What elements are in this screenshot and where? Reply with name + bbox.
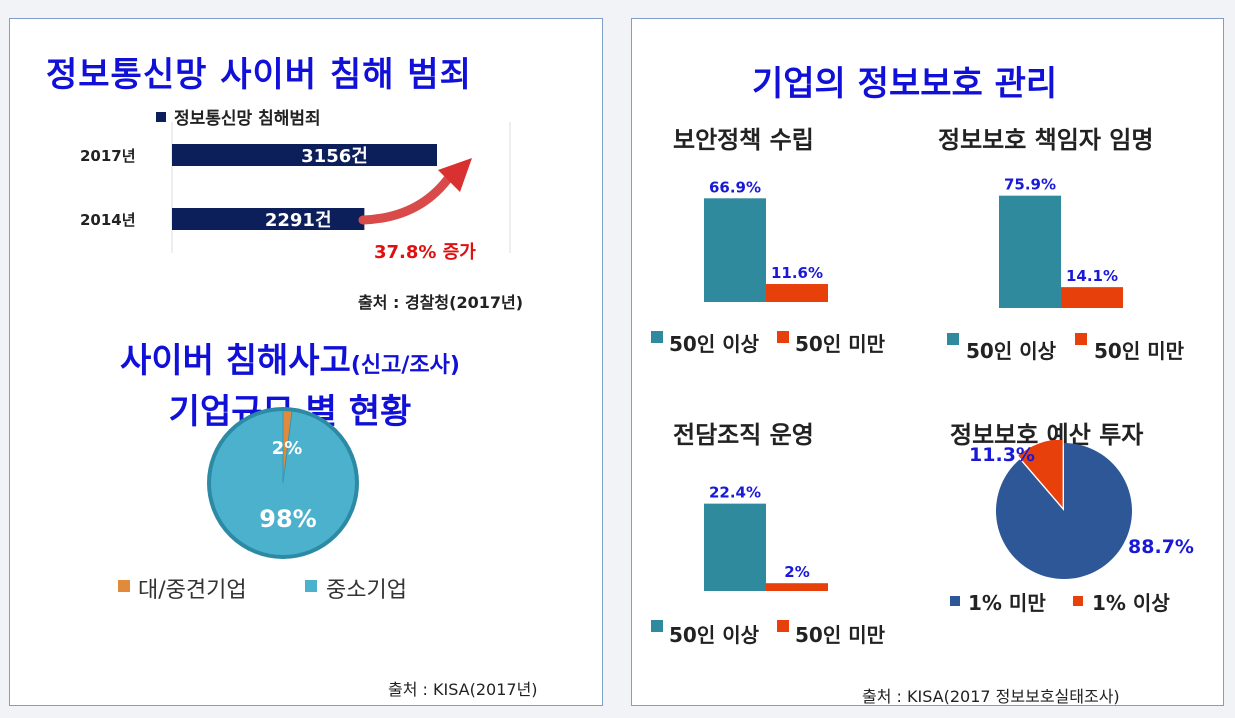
incident-pie-label-large: 98% bbox=[259, 505, 316, 533]
incident-pie-label-small: 2% bbox=[272, 438, 303, 459]
legend-label-small: 중소기업 bbox=[326, 578, 407, 603]
crime-source: 출처 : 경찰청(2017년) bbox=[358, 293, 524, 312]
officer-legend-swatch-large bbox=[947, 333, 959, 345]
crime-category-label: 2014년 bbox=[80, 211, 136, 229]
officer-legend-small: 50인 미만 bbox=[1094, 339, 1184, 363]
budget-legend-under: 1% 미만 bbox=[968, 591, 1046, 615]
budget-legend-over: 1% 이상 bbox=[1092, 591, 1170, 615]
budget-pie-label-under: 88.7% bbox=[1128, 536, 1194, 558]
team-legend-swatch-large bbox=[651, 620, 663, 632]
policy-legend-swatch-large bbox=[651, 331, 663, 343]
right-source: 출처 : KISA(2017 정보보호실태조사) bbox=[862, 687, 1120, 706]
crime-legend-swatch bbox=[156, 112, 166, 122]
bar-value-label: 66.9% bbox=[709, 178, 761, 196]
bar bbox=[766, 583, 828, 591]
bar bbox=[704, 503, 766, 591]
bar bbox=[999, 195, 1061, 308]
increase-arrow-shaft bbox=[358, 171, 455, 225]
crime-bar-label: 2291건 bbox=[265, 210, 332, 231]
budget-pie-slice-over bbox=[1018, 440, 1063, 508]
legend-swatch-large bbox=[118, 580, 130, 592]
legend-label-large: 대/중견기업 bbox=[138, 578, 247, 603]
policy-legend-swatch-small bbox=[777, 331, 789, 343]
budget-pie-chart: 11.3% 88.7% bbox=[969, 440, 1194, 579]
bar-value-label: 14.1% bbox=[1066, 267, 1118, 285]
incident-title-suffix: (신고/조사) bbox=[350, 353, 460, 378]
bar-value-label: 75.9% bbox=[1004, 176, 1056, 194]
legend-swatch-small bbox=[305, 580, 317, 592]
officer-legend-large: 50인 이상 bbox=[966, 339, 1056, 363]
officer-title: 정보보호 책임자 임명 bbox=[938, 126, 1154, 154]
incident-title-line1: 사이버 침해사고 bbox=[120, 341, 351, 381]
bar-value-label: 2% bbox=[784, 563, 809, 581]
policy-legend-large: 50인 이상 bbox=[669, 332, 759, 356]
team-legend-swatch-small bbox=[777, 620, 789, 632]
bar bbox=[766, 284, 828, 302]
budget-legend-swatch-over bbox=[1073, 596, 1083, 606]
bar bbox=[1061, 287, 1123, 308]
team-legend-small: 50인 미만 bbox=[795, 623, 885, 647]
crime-bar bbox=[172, 208, 365, 230]
crime-legend-label: 정보통신망 침해범죄 bbox=[174, 108, 321, 129]
policy-title: 보안정책 수립 bbox=[673, 126, 814, 154]
budget-pie-slice-under bbox=[996, 443, 1132, 579]
crime-category-label: 2017년 bbox=[80, 147, 136, 165]
incident-source: 출처 : KISA(2017년) bbox=[388, 680, 538, 699]
budget-legend-swatch-under bbox=[950, 596, 960, 606]
right-title: 기업의 정보보호 관리 bbox=[752, 64, 1058, 104]
crime-bar-label: 3156건 bbox=[301, 146, 368, 167]
policy-legend-small: 50인 미만 bbox=[795, 332, 885, 356]
bar-value-label: 11.6% bbox=[771, 264, 823, 282]
officer-bar-chart: 75.9% 14.1% bbox=[999, 176, 1123, 308]
officer-legend-swatch-small bbox=[1075, 333, 1087, 345]
team-title: 전담조직 운영 bbox=[673, 421, 814, 449]
policy-bar-chart: 66.9% 11.6% bbox=[704, 178, 828, 302]
team-bar-chart: 22.4% 2% bbox=[704, 484, 828, 591]
team-legend-large: 50인 이상 bbox=[669, 623, 759, 647]
budget-pie-label-over: 11.3% bbox=[969, 444, 1035, 466]
right-panel bbox=[631, 18, 1224, 706]
increase-arrow-head bbox=[438, 158, 472, 192]
bar bbox=[704, 198, 766, 302]
crime-title: 정보통신망 사이버 침해 범죄 bbox=[46, 55, 472, 95]
incident-pie-chart: 2% 98% bbox=[207, 407, 359, 559]
crime-bar-chart: 정보통신망 침해범죄 2017년 3156건 2014년 2291건 37.8% 증가 bbox=[80, 108, 511, 263]
incident-pie-rim bbox=[207, 407, 359, 559]
crime-bar bbox=[172, 144, 437, 166]
increase-label: 37.8% 증가 bbox=[374, 242, 476, 263]
bar-value-label: 22.4% bbox=[709, 484, 761, 502]
